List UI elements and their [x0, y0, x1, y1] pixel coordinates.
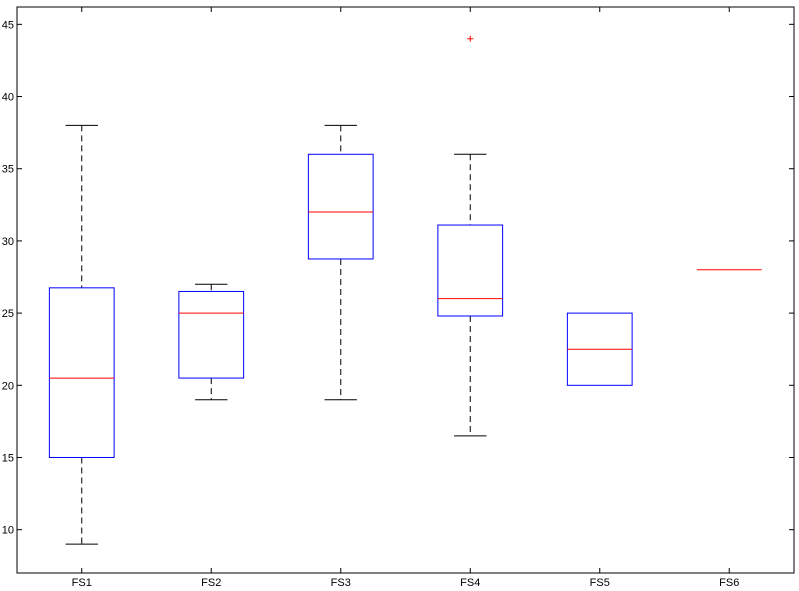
x-tick-label-fs5: FS5 [590, 577, 610, 589]
x-tick-label-fs3: FS3 [331, 577, 351, 589]
box-fs2 [178, 290, 245, 379]
y-tick-label-40: 40 [2, 92, 14, 104]
y-tick-label-25: 25 [2, 308, 14, 320]
plot-area [16, 6, 795, 574]
x-tick-label-fs4: FS4 [460, 577, 480, 589]
x-tick-label-fs1: FS1 [72, 577, 92, 589]
outlier-fs4-0 [467, 35, 474, 42]
y-tick-label-30: 30 [2, 236, 14, 248]
box-group-fs2 [178, 283, 245, 401]
y-tick-label-45: 45 [2, 19, 14, 31]
box-group-fs5 [566, 312, 633, 386]
box-group-fs4 [437, 35, 504, 437]
x-tick-label-fs2: FS2 [201, 577, 221, 589]
x-tick-label-fs6: FS6 [719, 577, 739, 589]
box-fs3 [307, 153, 374, 260]
y-tick-label-10: 10 [2, 525, 14, 537]
x-axis: FS1 FS2 FS3 FS4 FS5 FS6 [72, 7, 739, 589]
box-fs4 [437, 224, 504, 317]
box-group-fs1 [48, 124, 115, 545]
y-tick-label-35: 35 [2, 164, 14, 176]
chart-marks [48, 35, 762, 545]
box-group-fs3 [307, 124, 374, 401]
y-axis: 10 15 20 25 30 35 40 45 [2, 19, 794, 537]
box-fs1 [48, 287, 115, 458]
y-tick-label-20: 20 [2, 380, 14, 392]
y-tick-label-15: 15 [2, 452, 14, 464]
